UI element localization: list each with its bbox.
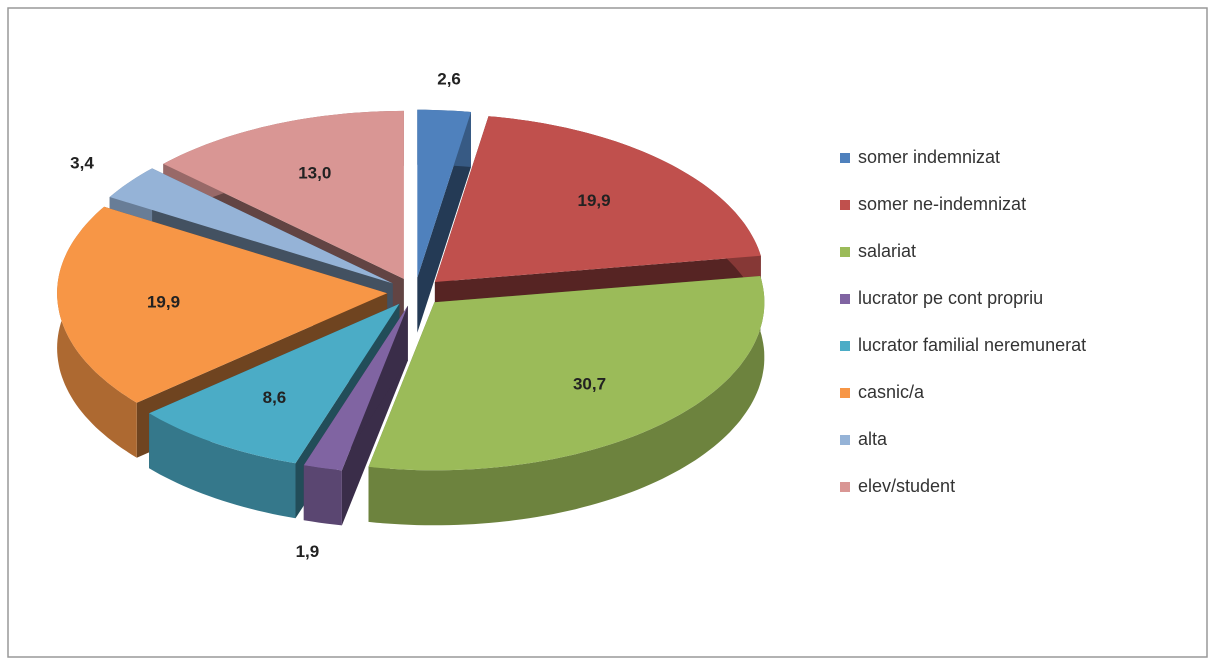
legend-swatch	[840, 388, 850, 398]
data-label: 19,9	[147, 292, 180, 311]
slice	[149, 303, 400, 464]
slice	[434, 116, 761, 282]
slice	[303, 305, 408, 471]
data-label: 19,9	[577, 191, 610, 210]
legend-label: lucrator pe cont propriu	[858, 288, 1043, 308]
legend-swatch	[840, 435, 850, 445]
data-label: 1,9	[296, 542, 320, 561]
slice-rim	[149, 413, 296, 519]
data-label: 3,4	[70, 153, 94, 172]
slice	[368, 276, 765, 471]
slice	[417, 109, 471, 278]
slice-rim	[368, 276, 765, 526]
data-label: 30,7	[573, 374, 606, 393]
data-label: 8,6	[263, 388, 287, 407]
slice	[163, 110, 404, 279]
slice-side	[417, 112, 471, 333]
slice	[109, 168, 393, 284]
legend-swatch	[840, 482, 850, 492]
legend-label: lucrator familial neremunerat	[858, 335, 1086, 355]
legend-label: somer indemnizat	[858, 147, 1000, 167]
slice	[57, 206, 388, 403]
legend-label: alta	[858, 429, 888, 449]
legend-label: elev/student	[858, 476, 955, 496]
legend-label: somer ne-indemnizat	[858, 194, 1026, 214]
legend-swatch	[840, 341, 850, 351]
legend-label: casnic/a	[858, 382, 925, 402]
data-label: 13,0	[298, 164, 331, 183]
legend-swatch	[840, 247, 850, 257]
legend-swatch	[840, 200, 850, 210]
data-label: 2,6	[437, 70, 461, 89]
legend-swatch	[840, 153, 850, 163]
legend-label: salariat	[858, 241, 916, 261]
slice-rim	[303, 465, 342, 526]
legend-swatch	[840, 294, 850, 304]
